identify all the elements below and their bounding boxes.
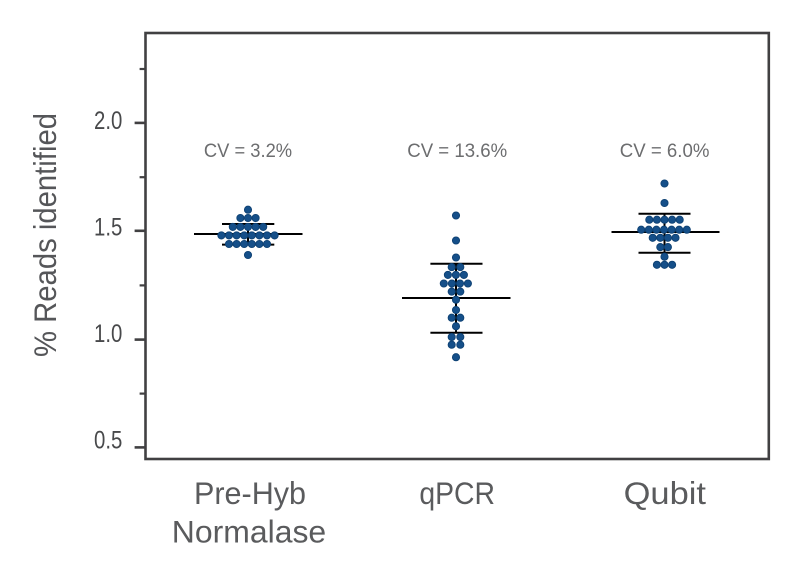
svg-text:Pre-Hyb: Pre-Hyb (194, 475, 306, 511)
svg-text:2.0: 2.0 (94, 107, 122, 135)
svg-text:1.0: 1.0 (94, 320, 122, 348)
svg-text:Normalase: Normalase (172, 514, 326, 550)
svg-text:Qubit: Qubit (624, 475, 707, 511)
svg-text:qPCR: qPCR (419, 475, 495, 511)
svg-text:CV = 3.2%: CV = 3.2% (204, 141, 292, 162)
svg-text:% Reads identified: % Reads identified (27, 113, 63, 357)
svg-text:1.5: 1.5 (94, 214, 122, 242)
svg-text:CV = 6.0%: CV = 6.0% (620, 141, 710, 162)
svg-text:0.5: 0.5 (94, 427, 122, 455)
svg-text:CV = 13.6%: CV = 13.6% (407, 141, 507, 162)
